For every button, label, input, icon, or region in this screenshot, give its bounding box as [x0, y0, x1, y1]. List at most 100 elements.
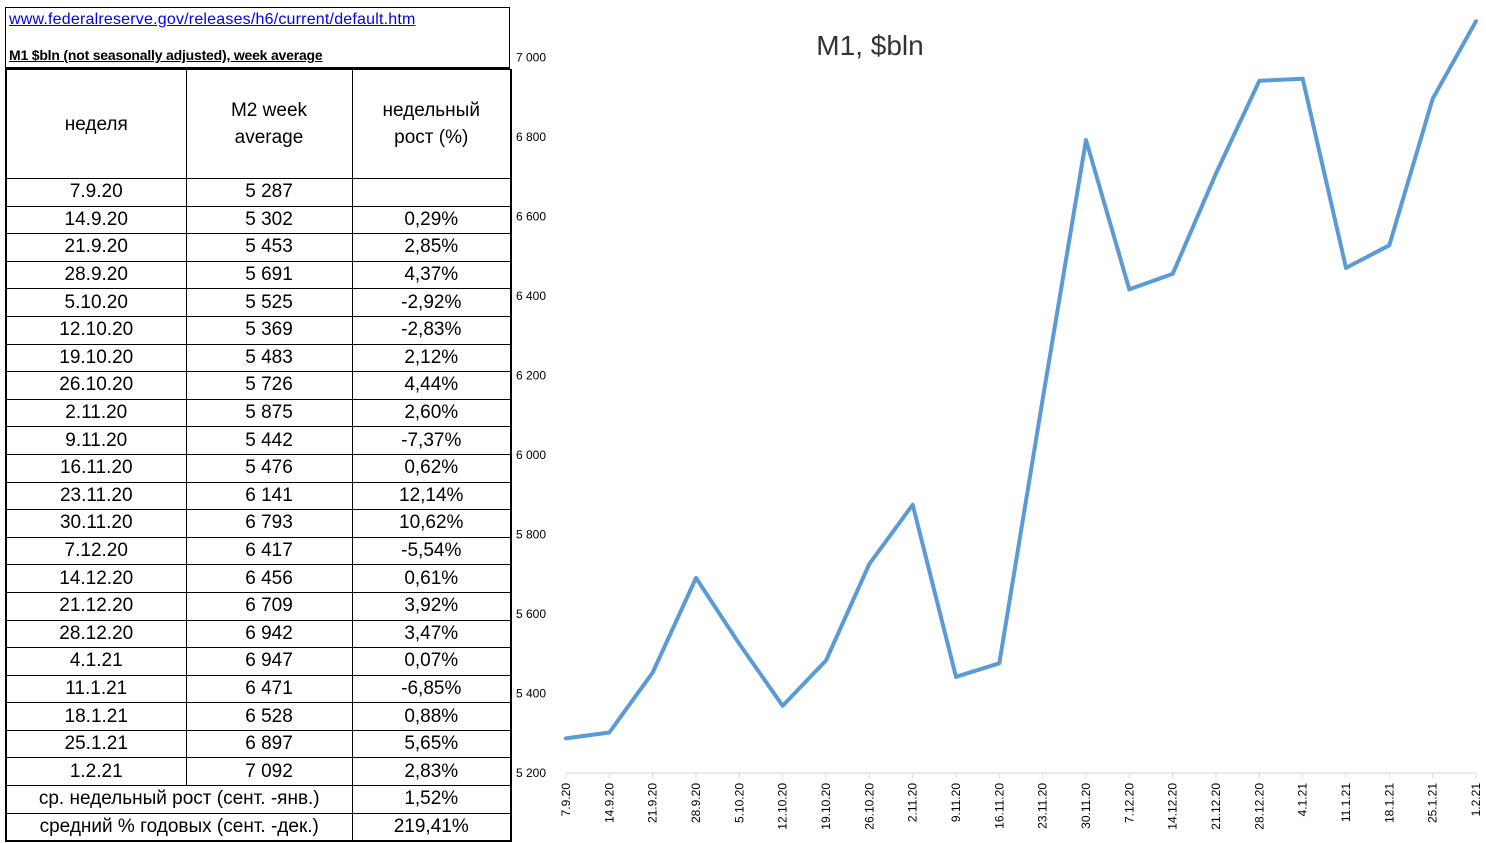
growth-cell: 0,61%: [351, 564, 512, 593]
week-cell: 11.1.21: [5, 674, 187, 704]
growth-cell: -5,54%: [351, 536, 512, 566]
table-row: 19.10.20 5 483 2,12%: [5, 343, 512, 373]
y-tick-label: 6 600: [516, 210, 546, 224]
m2-value-cell: 5 726: [185, 371, 353, 400]
x-tick-label: 14.12.20: [1166, 783, 1180, 830]
week-cell: 5.10.20: [5, 288, 187, 317]
m1-chart: M1, $bln 5 200 5 400 5 600 5 800 6 000 6 200 6…: [510, 0, 1486, 843]
week-cell: 7.12.20: [5, 536, 187, 566]
table-row: 21.9.20 5 453 2,85%: [5, 233, 512, 262]
table-row: 23.11.20 6 141 12,14%: [5, 481, 512, 511]
table-row: 9.11.20 5 442 -7,37%: [5, 426, 512, 455]
week-cell: 14.9.20: [5, 205, 187, 235]
m2-value-cell: 6 897: [185, 729, 353, 759]
source-link[interactable]: www.federalreserve.gov/releases/h6/curre…: [9, 11, 416, 28]
m2-value-cell: 5 476: [185, 453, 353, 483]
week-cell: 25.1.21: [5, 729, 187, 759]
x-tick-label: 21.12.20: [1209, 783, 1223, 830]
table-row: 28.12.20 6 942 3,47%: [5, 619, 512, 649]
week-cell: 28.9.20: [5, 260, 187, 290]
growth-cell: -2,92%: [351, 288, 512, 317]
week-cell: 16.11.20: [5, 453, 187, 483]
y-tick-label: 6 800: [516, 130, 546, 144]
growth-cell: 4,37%: [351, 260, 512, 290]
table-row: 7.9.20 5 287: [5, 178, 512, 207]
m2-value-cell: 6 709: [185, 591, 353, 621]
summary-value: 219,41%: [351, 812, 512, 843]
x-tick-label: 2.11.20: [906, 783, 920, 822]
y-tick-label: 5 400: [516, 687, 546, 701]
table-row: 28.9.20 5 691 4,37%: [5, 260, 512, 290]
header-m2-average-label: M2 week average: [230, 100, 308, 148]
summary-row: средний % годовых (сент. -дек.) 219,41%: [5, 812, 512, 843]
week-cell: 18.1.21: [5, 702, 187, 731]
m1-series-line: [564, 19, 1478, 741]
y-tick-label: 5 600: [516, 607, 546, 621]
summary-label: ср. недельный рост (сент. -янв.): [5, 785, 353, 814]
m2-value-cell: 7 092: [185, 757, 353, 787]
m2-value-cell: 5 442: [185, 426, 353, 455]
table-row: 1.2.21 7 092 2,83%: [5, 757, 512, 787]
growth-cell: 2,12%: [351, 343, 512, 373]
x-tick-label: 25.1.21: [1426, 783, 1440, 823]
x-tick-label: 5.10.20: [732, 783, 746, 823]
table-caption-row: M1 $bln (not seasonally adjusted), week …: [5, 35, 510, 69]
table-row: 25.1.21 6 897 5,65%: [5, 729, 512, 759]
m2-value-cell: 5 525: [185, 288, 353, 317]
growth-cell: 5,65%: [351, 729, 512, 759]
x-tick-label: 28.9.20: [689, 783, 703, 823]
x-tick-label: 7.12.20: [1122, 783, 1136, 823]
week-cell: 21.9.20: [5, 233, 187, 262]
y-tick-label: 5 200: [516, 766, 546, 780]
m2-value-cell: 5 369: [185, 315, 353, 345]
x-tick-label: 9.11.20: [949, 783, 963, 822]
table-row: 26.10.20 5 726 4,44%: [5, 371, 512, 400]
y-axis: 5 200 5 400 5 600 5 800 6 000 6 200 6 400 6 600…: [516, 51, 546, 780]
source-url-row: www.federalreserve.gov/releases/h6/curre…: [5, 7, 510, 35]
table-row: 14.9.20 5 302 0,29%: [5, 205, 512, 235]
growth-cell: 0,88%: [351, 702, 512, 731]
week-cell: 21.12.20: [5, 591, 187, 621]
m2-value-cell: 6 947: [185, 647, 353, 676]
week-cell: 9.11.20: [5, 426, 187, 455]
m2-value-cell: 6 793: [185, 509, 353, 538]
m2-value-cell: 6 456: [185, 564, 353, 593]
y-tick-label: 6 200: [516, 369, 546, 383]
header-weekly-growth: недельный рост (%): [351, 69, 512, 179]
growth-cell: 0,07%: [351, 647, 512, 676]
y-tick-label: 7 000: [516, 51, 546, 65]
table-row: 18.1.21 6 528 0,88%: [5, 702, 512, 731]
x-tick-label: 14.9.20: [602, 783, 616, 823]
summary-row: ср. недельный рост (сент. -янв.) 1,52%: [5, 785, 512, 814]
m2-value-cell: 5 483: [185, 343, 353, 373]
y-tick-label: 6 000: [516, 448, 546, 462]
growth-cell: 2,83%: [351, 757, 512, 787]
x-tick-label: 4.1.21: [1296, 783, 1310, 817]
m2-value-cell: 6 471: [185, 674, 353, 704]
growth-cell: 10,62%: [351, 509, 512, 538]
week-cell: 26.10.20: [5, 371, 187, 400]
week-cell: 19.10.20: [5, 343, 187, 373]
m2-value-cell: 6 942: [185, 619, 353, 649]
y-tick-label: 5 800: [516, 528, 546, 542]
x-tick-label: 30.11.20: [1079, 783, 1093, 829]
m2-value-cell: 5 691: [185, 260, 353, 290]
table-caption: M1 $bln (not seasonally adjusted), week …: [9, 47, 323, 63]
week-cell: 2.11.20: [5, 398, 187, 428]
m2-value-cell: 6 417: [185, 536, 353, 566]
growth-cell: 3,47%: [351, 619, 512, 649]
growth-cell: -2,83%: [351, 315, 512, 345]
chart-canvas: M1, $bln 5 200 5 400 5 600 5 800 6 000 6 200 6…: [516, 19, 1483, 830]
x-tick-label: 28.12.20: [1252, 783, 1266, 830]
data-panel: www.federalreserve.gov/releases/h6/curre…: [5, 7, 512, 843]
growth-cell: 2,60%: [351, 398, 512, 428]
table-header-row: неделя M2 week average недельный рост (%…: [5, 69, 512, 179]
data-table: неделя M2 week average недельный рост (%…: [5, 69, 512, 843]
week-cell: 4.1.21: [5, 647, 187, 676]
header-m2-average: M2 week average: [185, 69, 353, 179]
week-cell: 23.11.20: [5, 481, 187, 511]
summary-label: средний % годовых (сент. -дек.): [5, 812, 353, 843]
summary-value: 1,52%: [351, 785, 512, 814]
growth-cell: 4,44%: [351, 371, 512, 400]
m2-value-cell: 6 141: [185, 481, 353, 511]
